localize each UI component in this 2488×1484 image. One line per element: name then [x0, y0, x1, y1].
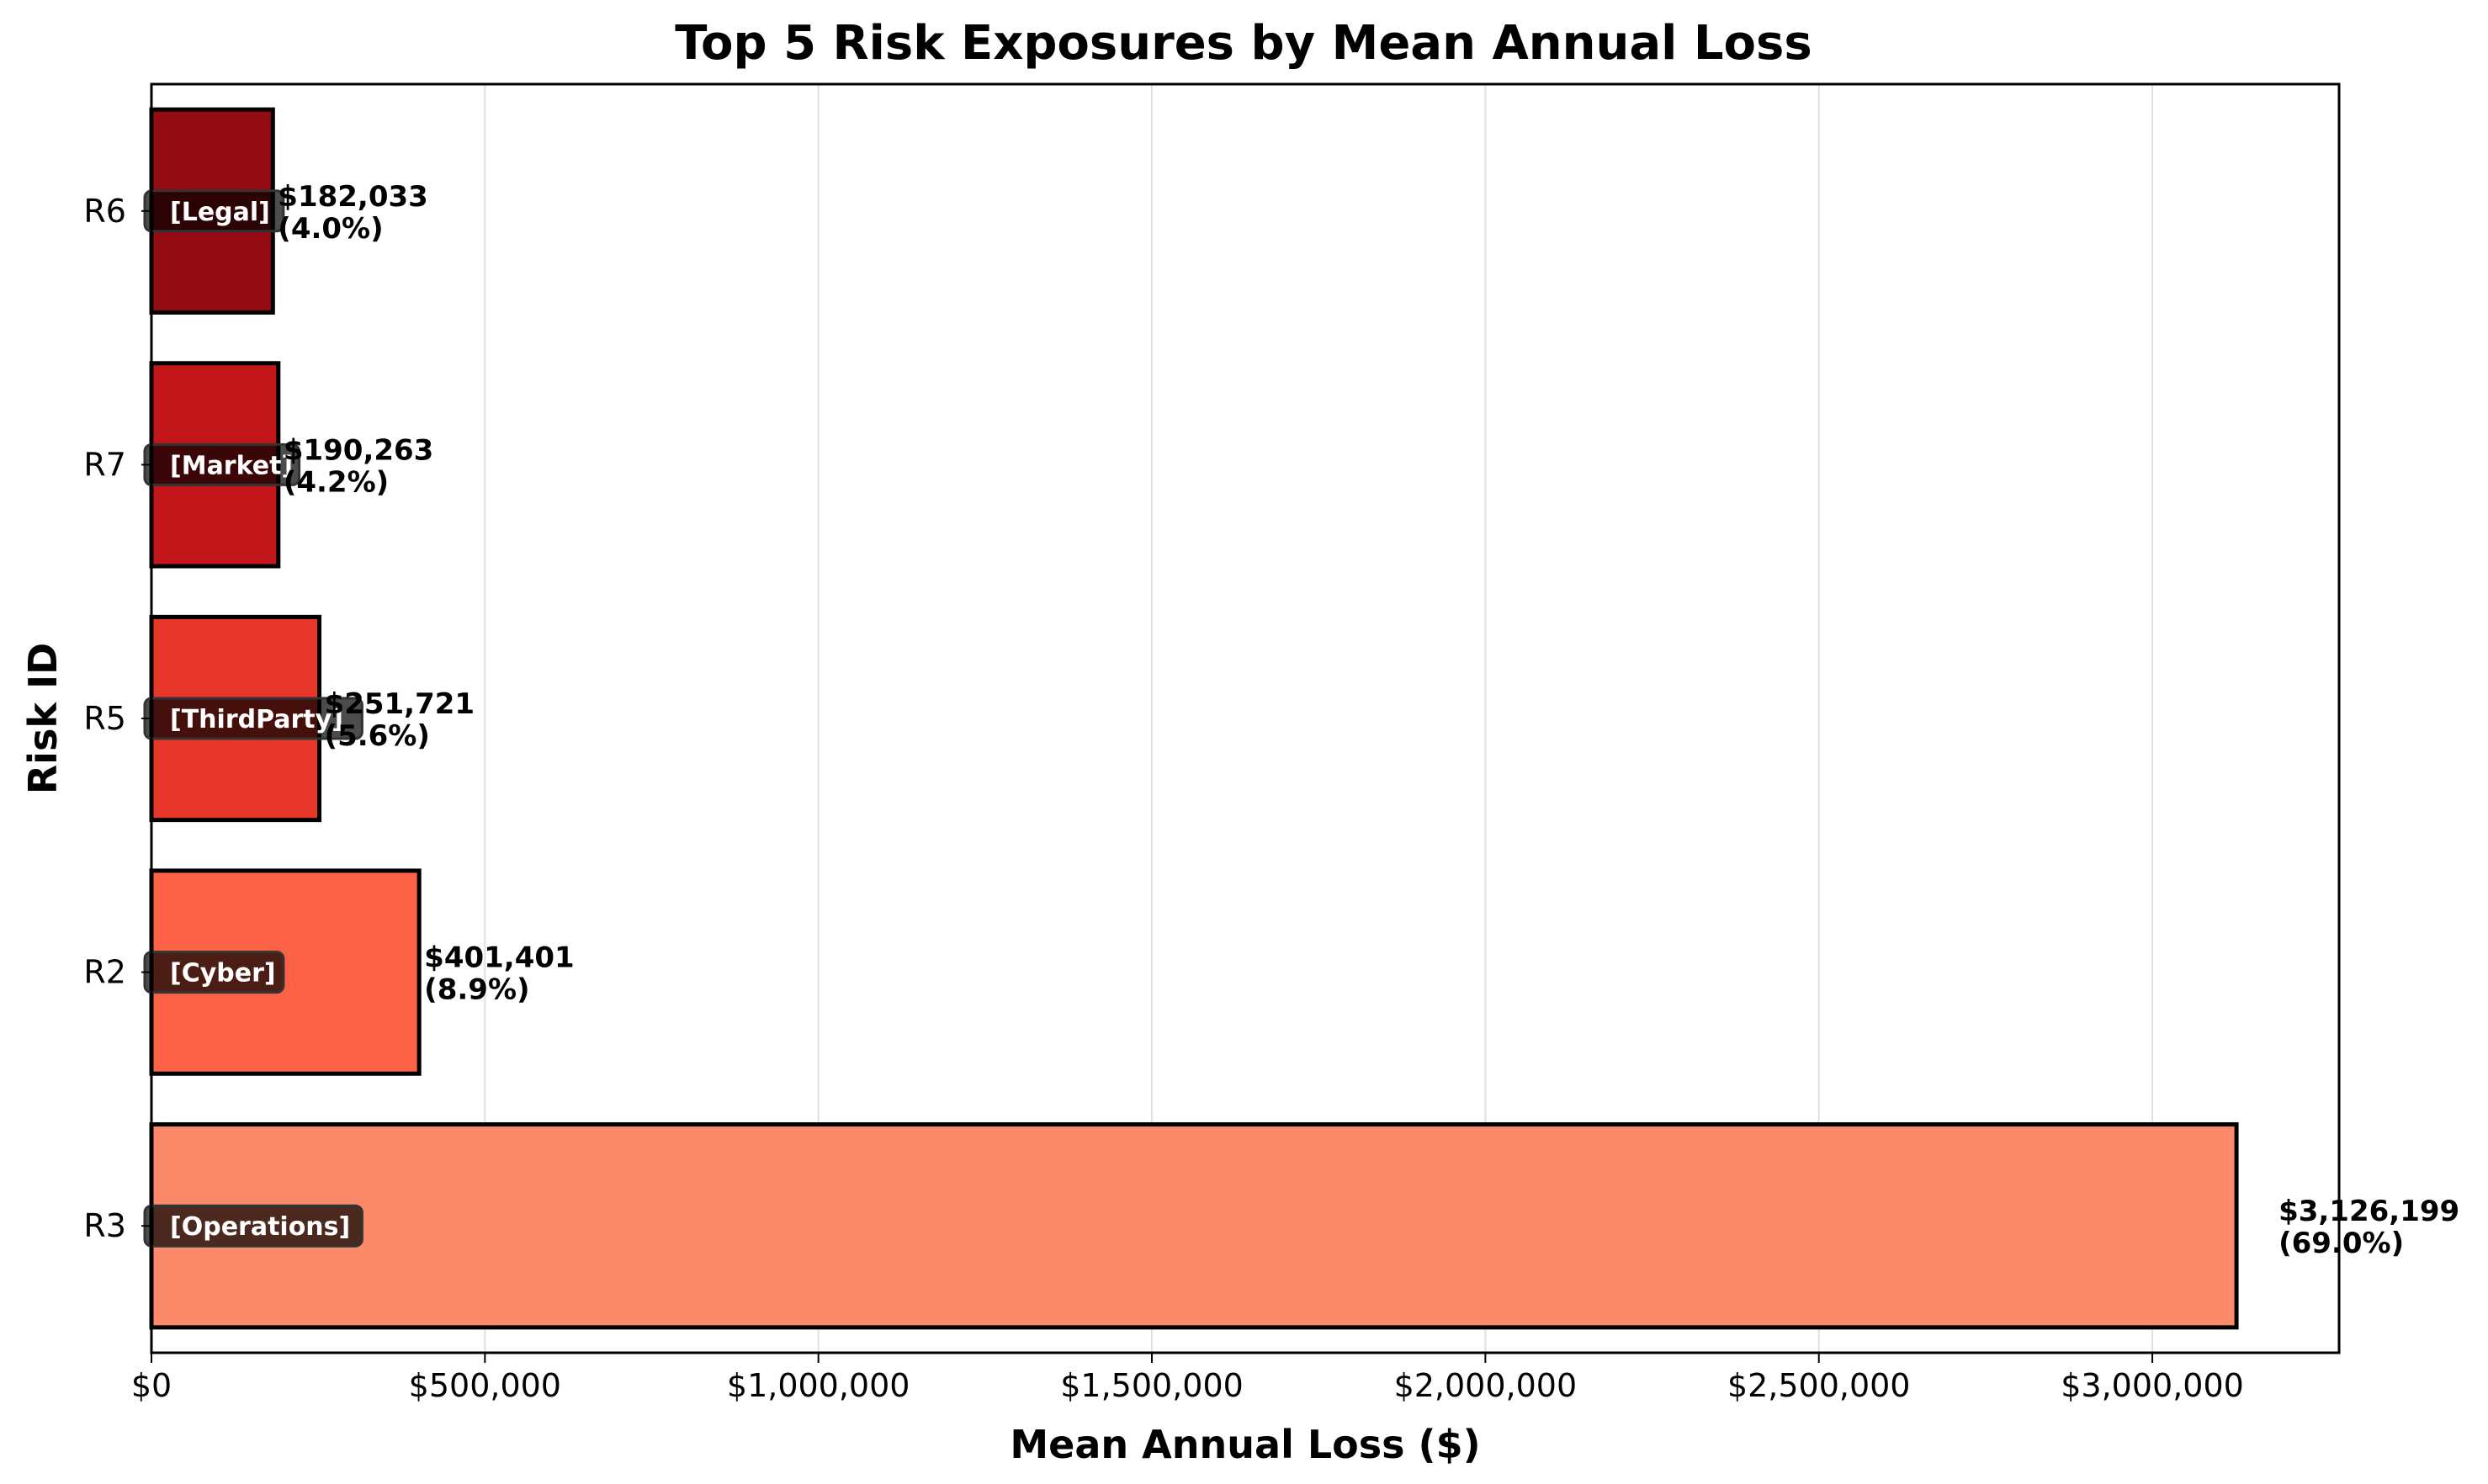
- x-axis-label: Mean Annual Loss ($): [1010, 1422, 1480, 1467]
- category-label: [Market]: [170, 451, 293, 480]
- y-axis-label: Risk ID: [20, 643, 66, 794]
- chart-title: Top 5 Risk Exposures by Mean Annual Loss: [675, 16, 1812, 71]
- x-tick-label: $3,000,000: [2061, 1367, 2244, 1404]
- category-label: [Cyber]: [170, 959, 276, 988]
- x-tick-label: $0: [131, 1367, 172, 1404]
- percent-label: (69.0%): [2278, 1227, 2404, 1260]
- percent-label: (4.0%): [278, 212, 383, 246]
- bar-R3: [149, 1122, 2239, 1330]
- bars-group: [Operations] $3,126,199(69.0%) [Cyber] $401…: [143, 107, 2459, 1330]
- x-tick-label: $2,000,000: [1394, 1367, 1578, 1404]
- y-tick-label: R7: [83, 446, 126, 483]
- y-tick-label: R6: [83, 193, 126, 230]
- percent-label: (8.9%): [424, 973, 529, 1007]
- category-label: [Legal]: [170, 198, 270, 227]
- value-label: $251,721: [325, 687, 475, 721]
- value-label: $190,263: [284, 433, 434, 467]
- percent-label: (5.6%): [325, 719, 430, 753]
- category-label: [Operations]: [170, 1212, 350, 1242]
- category-label: [ThirdParty]: [170, 705, 343, 734]
- y-axis-ticks: R3 R2 R5 R7 R6: [83, 193, 151, 1244]
- percent-label: (4.2%): [284, 465, 389, 499]
- x-tick-label: $500,000: [409, 1367, 561, 1404]
- value-label: $3,126,199: [2278, 1195, 2459, 1228]
- y-tick-label: R2: [83, 954, 126, 991]
- y-tick-label: R3: [83, 1207, 126, 1244]
- x-tick-label: $1,000,000: [727, 1367, 910, 1404]
- value-label: $401,401: [424, 941, 575, 975]
- y-tick-label: R5: [83, 700, 126, 737]
- x-axis-ticks: $0 $500,000 $1,000,000 $1,500,000 $2,000,000…: [131, 1353, 2244, 1404]
- value-label: $182,033: [278, 180, 428, 214]
- x-tick-label: $1,500,000: [1060, 1367, 1244, 1404]
- x-tick-label: $2,500,000: [1727, 1367, 1911, 1404]
